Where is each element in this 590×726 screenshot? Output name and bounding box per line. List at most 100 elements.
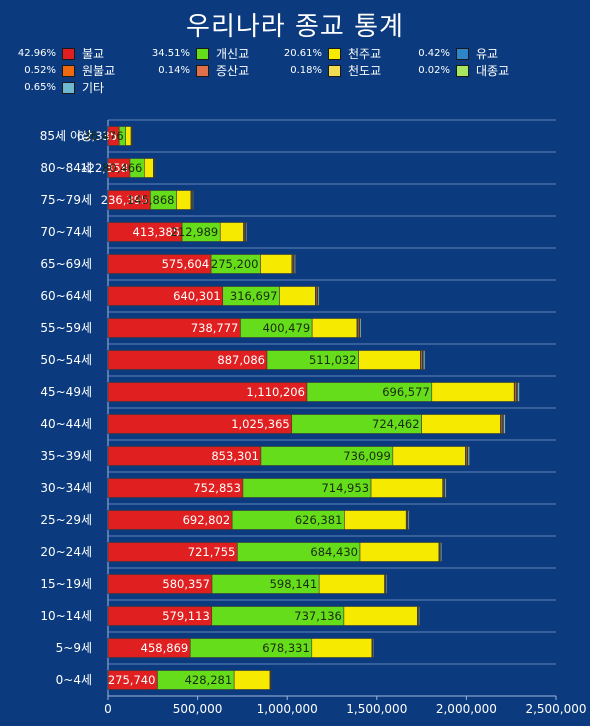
legend-label: 유교 xyxy=(476,47,499,61)
legend-percent: 0.52% xyxy=(24,65,56,76)
bar-segment xyxy=(311,318,358,338)
x-tick-label: 500,000 xyxy=(173,702,223,716)
category-label: 75~79세 xyxy=(40,193,92,207)
data-label: 145,868 xyxy=(127,193,175,207)
data-label: 580,357 xyxy=(162,577,210,591)
legend-swatch xyxy=(196,48,209,60)
data-label: 579,113 xyxy=(162,609,210,623)
bar-segment xyxy=(279,286,316,306)
legend-percent: 0.02% xyxy=(418,65,450,76)
data-label: 80,466 xyxy=(102,161,142,175)
data-label: 428,281 xyxy=(185,673,233,687)
bar-segment xyxy=(503,414,506,434)
data-label: 236,395 xyxy=(101,193,149,207)
x-tick-label: 2,000,000 xyxy=(436,702,497,716)
bar-segment xyxy=(318,574,385,594)
data-label: 736,099 xyxy=(343,449,391,463)
category-label: 85세 이상 xyxy=(40,129,92,143)
legend-item: 0.42% 유교 xyxy=(398,46,528,62)
data-label: 678,331 xyxy=(262,641,310,655)
legend-item: 42.96% 불교 xyxy=(4,46,134,62)
bar-segment xyxy=(359,318,362,338)
data-label: 737,136 xyxy=(294,609,342,623)
legend-percent: 34.51% xyxy=(151,48,190,59)
bar-segment xyxy=(176,190,192,210)
data-label: 714,953 xyxy=(321,481,369,495)
legend-label: 불교 xyxy=(82,47,105,61)
category-label: 10~14세 xyxy=(40,609,92,623)
legend-label: 원불교 xyxy=(82,64,116,78)
data-label: 316,697 xyxy=(230,289,278,303)
category-label: 70~74세 xyxy=(40,225,92,239)
category-label: 5~9세 xyxy=(56,641,92,655)
category-label: 30~34세 xyxy=(40,481,92,495)
bar-segment xyxy=(233,670,271,690)
legend-percent: 0.14% xyxy=(158,65,190,76)
legend-swatch xyxy=(456,48,469,60)
bar-segment xyxy=(192,190,194,210)
legend-percent: 0.42% xyxy=(418,48,450,59)
bar-segment xyxy=(370,478,444,498)
legend-swatch xyxy=(62,65,75,77)
legend-swatch xyxy=(328,48,341,60)
data-label: 626,381 xyxy=(295,513,343,527)
category-label: 35~39세 xyxy=(40,449,92,463)
chart-title: 우리나라 종교 통계 xyxy=(186,12,404,42)
category-label: 20~24세 xyxy=(40,545,92,559)
legend-item: 0.14% 증산교 xyxy=(138,63,268,79)
legend-percent: 0.18% xyxy=(290,65,322,76)
data-label: 887,086 xyxy=(217,353,265,367)
bar-segment xyxy=(467,446,470,466)
category-label: 50~54세 xyxy=(40,353,92,367)
legend-item: 0.18% 천도교 xyxy=(270,63,400,79)
bar-segment xyxy=(317,286,320,306)
legend-swatch xyxy=(62,48,75,60)
legend-swatch xyxy=(328,65,341,77)
category-label: 80~84세 xyxy=(40,161,92,175)
legend-label: 천주교 xyxy=(348,47,382,61)
data-label: 275,740 xyxy=(108,673,156,687)
category-label: 65~69세 xyxy=(40,257,92,271)
data-label: 122,358 xyxy=(80,161,128,175)
legend-swatch xyxy=(196,65,209,77)
data-label: 738,777 xyxy=(191,321,239,335)
data-label: 275,200 xyxy=(211,257,259,271)
legend-percent: 0.65% xyxy=(24,82,56,93)
category-label: 15~19세 xyxy=(40,577,92,591)
category-label: 60~64세 xyxy=(40,289,92,303)
bar-segment xyxy=(385,574,388,594)
data-label: 692,802 xyxy=(183,513,231,527)
bar-segment xyxy=(260,254,293,274)
bar-segment xyxy=(293,254,296,274)
data-label: 511,032 xyxy=(309,353,357,367)
bar-segment xyxy=(421,414,501,434)
legend-label: 대종교 xyxy=(476,64,510,78)
data-label: 1,025,365 xyxy=(231,417,290,431)
legend-item: 34.51% 개신교 xyxy=(138,46,268,62)
legend-percent: 42.96% xyxy=(17,48,56,59)
bar-segment xyxy=(270,670,272,690)
bar-segment xyxy=(125,126,132,146)
data-label: 721,755 xyxy=(188,545,236,559)
data-label: 458,869 xyxy=(141,641,189,655)
data-label: 684,430 xyxy=(310,545,358,559)
bar-segment xyxy=(131,126,133,146)
bar-segment xyxy=(418,606,420,626)
data-label: 400,479 xyxy=(263,321,311,335)
data-label: 640,301 xyxy=(173,289,221,303)
x-tick-label: 2,500,000 xyxy=(525,702,586,716)
category-label: 25~29세 xyxy=(40,513,92,527)
data-label: 724,462 xyxy=(372,417,420,431)
legend-label: 증산교 xyxy=(216,64,250,78)
data-label: 1,110,206 xyxy=(246,385,305,399)
data-label: 696,577 xyxy=(382,385,430,399)
bar-segment xyxy=(358,350,421,370)
bar-segment xyxy=(154,158,156,178)
bar-segment xyxy=(359,542,440,562)
legend-swatch xyxy=(62,82,75,94)
bar-segment xyxy=(219,222,244,242)
category-label: 40~44세 xyxy=(40,417,92,431)
bar-segment xyxy=(245,222,248,242)
data-label: 575,604 xyxy=(162,257,210,271)
legend-label: 기타 xyxy=(82,81,105,95)
